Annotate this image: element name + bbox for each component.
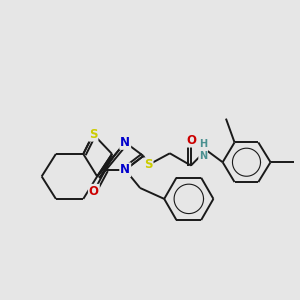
Text: S: S (89, 128, 98, 141)
Text: O: O (186, 134, 196, 147)
Text: O: O (89, 185, 99, 198)
Text: N: N (120, 163, 130, 176)
Text: N: N (120, 136, 130, 149)
Text: H
N: H N (199, 139, 207, 161)
Text: S: S (144, 158, 153, 171)
